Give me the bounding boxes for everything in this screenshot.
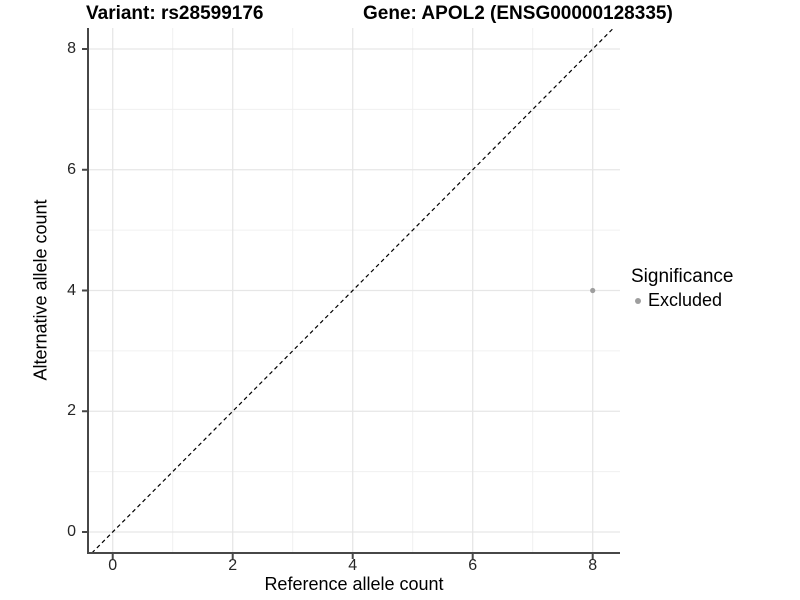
y-tick-label: 4: [67, 281, 76, 299]
variant-title: Variant: rs28599176: [86, 3, 264, 24]
legend-item: Excluded: [631, 290, 733, 311]
x-axis-title: Reference allele count: [264, 574, 444, 594]
y-tick-label: 8: [67, 40, 76, 57]
y-tick-label: 0: [67, 522, 76, 540]
x-tick-label: 4: [348, 557, 358, 574]
legend-item-label: Excluded: [648, 290, 723, 310]
x-tick-label: 2: [228, 557, 238, 574]
significance-legend: Significance Excluded: [631, 266, 733, 311]
x-tick-label: 0: [108, 557, 118, 574]
x-tick-label: 6: [468, 557, 478, 574]
y-tick-label: 6: [67, 160, 76, 178]
x-tick-label: 8: [588, 557, 598, 574]
identity-line: [91, 27, 615, 554]
legend-items: Excluded: [631, 290, 733, 311]
gene-title: Gene: APOL2 (ENSG00000128335): [363, 3, 673, 24]
y-tick-label: 2: [67, 402, 76, 420]
legend-key-dot-icon: [635, 297, 641, 304]
data-point: [590, 287, 596, 294]
legend-title: Significance: [631, 266, 734, 287]
